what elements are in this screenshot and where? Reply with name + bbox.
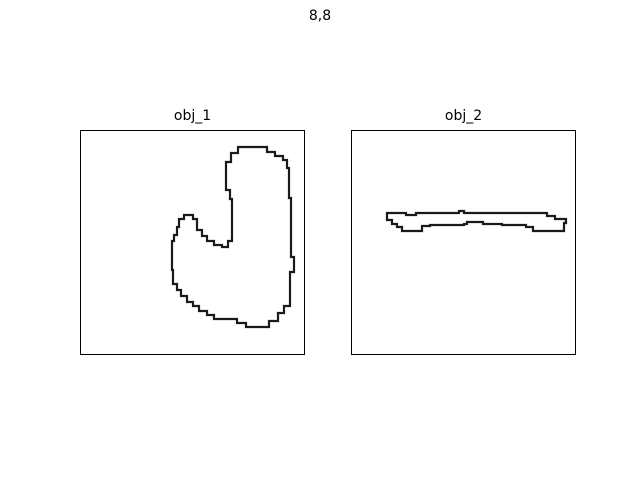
figure-title: 8,8	[308, 8, 332, 24]
contour-obj-1	[170, 145, 296, 329]
hook-shaped-contour-icon	[170, 145, 296, 329]
panel-title-obj-2: obj_2	[444, 108, 483, 124]
elongated-bar-contour-icon	[385, 209, 568, 233]
contour-obj-2	[385, 209, 568, 233]
panel-obj-1	[80, 130, 305, 355]
panel-title-obj-1: obj_1	[173, 108, 212, 124]
panel-obj-2	[351, 130, 576, 355]
